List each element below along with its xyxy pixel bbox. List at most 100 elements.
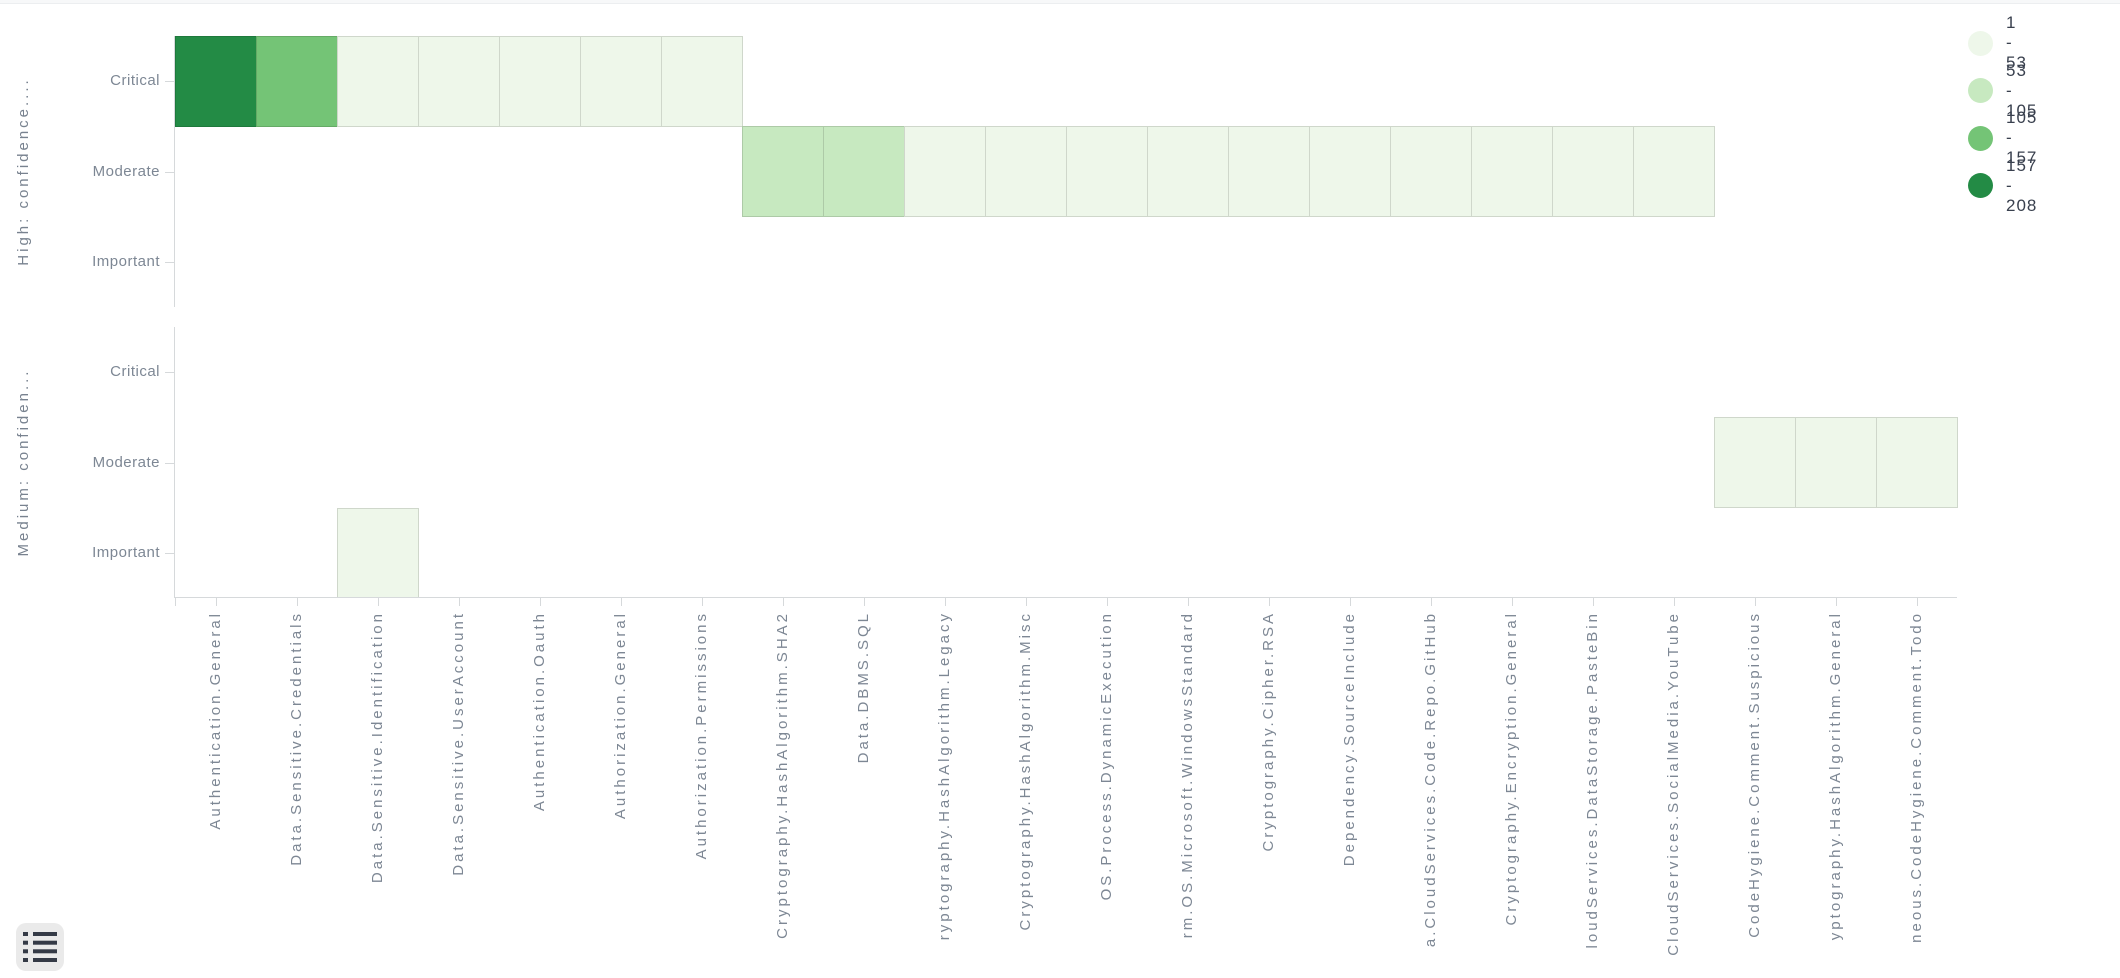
x-tick-label: rm.OS.Microsoft.WindowsStandard [1178,611,1196,939]
legend-swatch-circle [1968,173,1993,198]
heatmap-cell[interactable] [823,126,905,218]
x-tick-label: CloudServices.SocialMedia.YouTube [1664,611,1682,956]
y-tick-mark [165,261,174,263]
x-tick-mark [539,598,541,606]
x-tick-label: Dependency.SourceInclude [1340,611,1358,867]
y-tick-mark [165,372,174,374]
x-tick-label: ryptography.HashAlgorithm.Legacy [935,611,953,941]
x-tick-mark [1673,598,1675,606]
x-tick-mark [1349,598,1351,606]
x-tick-mark [944,598,946,606]
x-tick-mark [1025,598,1027,606]
x-tick-mark [1511,598,1513,606]
x-tick-label: Cryptography.Cipher.RSA [1259,611,1277,852]
heatmap-cell[interactable] [1390,126,1472,218]
heatmap-cell[interactable] [1471,126,1553,218]
x-tick-label: Authentication.Oauth [530,611,548,812]
list-view-button[interactable] [16,923,64,971]
x-tick-mark [1754,598,1756,606]
heatmap-cell[interactable] [499,36,581,127]
x-tick-mark [863,598,865,606]
y-tick-mark [165,462,174,464]
x-tick-label: Authorization.Permissions [692,611,710,860]
legend-item[interactable]: 157 - 208 [1968,156,2037,215]
legend-swatch-circle [1968,78,1993,103]
heatmap-cell[interactable] [418,36,500,127]
heatmap-cell[interactable] [256,36,338,127]
x-tick-label: a.CloudServices.Code.Repo.GitHub [1421,611,1439,948]
x-tick-label: Cryptography.HashAlgorithm.Misc [1016,611,1034,931]
y-tick-mark [165,171,174,173]
heatmap-cell[interactable] [337,36,419,127]
x-tick-label: neous.CodeHygiene.Comment.Todo [1907,611,1925,943]
y-tick-mark [165,552,174,554]
x-tick-mark [1916,598,1918,606]
heatmap-cell[interactable] [580,36,662,127]
x-tick-label: Authentication.General [206,611,224,830]
x-tick-mark [1187,598,1189,606]
heatmap-cell[interactable] [985,126,1067,218]
legend-label: 1 - 53 [2006,13,2027,72]
heatmap-cell[interactable] [175,36,257,127]
heatmap-cell[interactable] [1795,417,1877,509]
x-tick-label: yptography.HashAlgorithm.General [1826,611,1844,941]
x-tick-mark [1592,598,1594,606]
heatmap-cell[interactable] [1633,126,1715,218]
x-tick-mark [215,598,217,606]
x-tick-label: OS.Process.DynamicExecution [1097,611,1115,901]
x-tick-mark [458,598,460,606]
y-axis-line [174,327,175,598]
legend-label: 105 - 157 [2006,108,2038,167]
x-tick-mark [1835,598,1837,606]
y-tick-label: Moderate [92,453,160,471]
x-tick-mark [1430,598,1432,606]
y-tick-label: Critical [110,363,160,381]
legend-item[interactable]: 1 - 53 [1968,13,2027,72]
heatmap-cell[interactable] [1714,417,1796,509]
heatmap-cell[interactable] [904,126,986,218]
y-tick-mark [165,81,174,83]
x-tick-label: Data.DBMS.SQL [854,611,872,764]
heatmap-cell[interactable] [1309,126,1391,218]
x-tick-label: Authorization.General [611,611,629,820]
list-icon [23,932,57,962]
legend-label: 53 - 105 [2006,60,2038,120]
legend-item[interactable]: 53 - 105 [1968,61,2037,120]
heatmap-cell[interactable] [1552,126,1634,218]
x-tick-mark [620,598,622,606]
x-tick-label: CodeHygiene.Comment.Suspicious [1745,611,1763,938]
heatmap-cell[interactable] [742,126,824,218]
x-tick-mark [1268,598,1270,606]
y-tick-label: Important [92,543,160,561]
x-tick-mark [296,598,298,606]
x-tick-label: Data.Sensitive.UserAccount [449,611,467,876]
heatmap-cell[interactable] [1147,126,1229,218]
heatmap-cell[interactable] [1228,126,1310,218]
y-tick-label: Critical [110,72,160,90]
top-divider [0,0,2120,4]
x-tick-mark [1106,598,1108,606]
x-tick-label: Cryptography.Encryption.General [1502,611,1520,926]
x-tick-label: Data.Sensitive.Identification [368,611,386,884]
x-tick-mark [782,598,784,606]
y-tick-label: Moderate [92,162,160,180]
x-tick-label: Cryptography.HashAlgorithm.SHA2 [773,611,791,939]
x-tick-mark [175,598,176,606]
y-tick-label: Important [92,252,160,270]
x-tick-label: loudServices.DataStorage.PasteBin [1583,611,1601,949]
legend-label: 157 - 208 [2006,155,2038,215]
heatmap-cell[interactable] [337,507,419,599]
y-axis-line [174,36,175,307]
x-tick-label: Data.Sensitive.Credentials [287,611,305,866]
heatmap-cell[interactable] [1876,417,1958,509]
legend-swatch-circle [1968,30,1993,56]
heatmap-cell[interactable] [1066,126,1148,218]
x-tick-mark [701,598,703,606]
legend-item[interactable]: 105 - 157 [1968,108,2037,167]
legend-swatch-circle [1968,125,1993,151]
x-tick-mark [377,598,379,606]
x-axis-line [175,597,1957,598]
heatmap-cell[interactable] [661,36,743,127]
